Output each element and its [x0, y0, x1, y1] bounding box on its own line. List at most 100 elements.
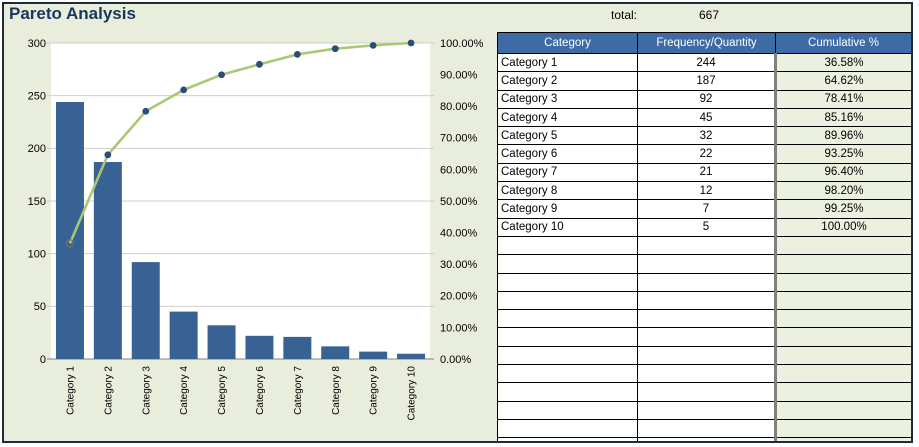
empty-cell[interactable] — [497, 309, 638, 329]
cell-cumulative[interactable]: 89.96% — [774, 126, 911, 146]
empty-cell[interactable] — [637, 400, 776, 420]
empty-cell[interactable] — [497, 254, 638, 274]
cumulative-line[interactable] — [68, 41, 412, 244]
x-axis-category-label: Category 6 — [255, 366, 266, 415]
bar-category-8[interactable] — [321, 346, 350, 359]
marker-category-5[interactable] — [218, 71, 225, 79]
empty-cell[interactable] — [497, 235, 638, 256]
empty-cell[interactable] — [774, 254, 911, 274]
empty-cell[interactable] — [637, 364, 776, 384]
empty-cell[interactable] — [774, 382, 911, 402]
bar-category-3[interactable] — [131, 262, 160, 359]
empty-cell[interactable] — [497, 345, 638, 366]
empty-cell[interactable] — [497, 272, 638, 292]
marker-category-10[interactable] — [407, 39, 415, 47]
table-header-frequency[interactable]: Frequency/Quantity — [637, 32, 776, 54]
empty-cell[interactable] — [774, 309, 911, 329]
marker-category-1[interactable] — [65, 239, 75, 248]
empty-cell[interactable] — [637, 309, 776, 329]
cell-category[interactable]: Category 6 — [497, 144, 638, 164]
empty-cell[interactable] — [497, 290, 638, 311]
cell-cumulative[interactable]: 78.41% — [774, 89, 911, 109]
bar-category-4[interactable] — [169, 311, 198, 359]
cell-cumulative[interactable]: 93.25% — [774, 144, 911, 164]
x-axis-category-label: Category 1 — [65, 366, 76, 415]
x-axis-category-label: Category 10 — [407, 366, 418, 421]
marker-category-3[interactable] — [142, 107, 150, 115]
cell-category[interactable]: Category 5 — [497, 126, 638, 146]
empty-cell[interactable] — [637, 327, 776, 347]
empty-cell[interactable] — [637, 382, 776, 402]
empty-cell[interactable] — [637, 290, 776, 311]
empty-cell[interactable] — [637, 418, 776, 439]
cell-cumulative[interactable]: 99.25% — [774, 199, 911, 219]
empty-cell[interactable] — [774, 290, 911, 311]
cell-cumulative[interactable]: 100.00% — [774, 217, 911, 237]
empty-cell[interactable] — [774, 437, 911, 441]
cell-category[interactable]: Category 4 — [497, 107, 638, 128]
table-header-category[interactable]: Category — [497, 32, 638, 54]
bar-category-7[interactable] — [283, 336, 312, 359]
cell-frequency[interactable]: 7 — [637, 199, 776, 219]
marker-category-9[interactable] — [369, 41, 377, 49]
empty-cell[interactable] — [637, 345, 776, 366]
cell-frequency[interactable]: 187 — [637, 71, 776, 91]
marker-category-7[interactable] — [293, 50, 301, 58]
bar-category-10[interactable] — [397, 353, 426, 359]
bar-category-9[interactable] — [359, 351, 388, 359]
cell-frequency[interactable]: 244 — [637, 52, 776, 73]
empty-cell[interactable] — [637, 272, 776, 292]
empty-cell[interactable] — [637, 437, 776, 441]
total-value-cell[interactable]: 667 — [698, 8, 720, 22]
cell-category[interactable]: Category 3 — [497, 89, 638, 109]
cell-frequency[interactable]: 21 — [637, 162, 776, 183]
table-row: Category 2 187 64.62% — [497, 71, 911, 91]
total-label-cell[interactable]: total: — [610, 8, 637, 22]
bar-category-2[interactable] — [93, 162, 122, 359]
cell-category[interactable]: Category 7 — [497, 162, 638, 183]
cell-cumulative[interactable]: 96.40% — [774, 162, 911, 183]
marker-category-6[interactable] — [256, 60, 263, 68]
cell-category[interactable]: Category 1 — [497, 52, 638, 73]
x-axis-category-label: Category 3 — [141, 366, 152, 415]
cell-category[interactable]: Category 10 — [497, 217, 638, 237]
marker-category-8[interactable] — [331, 45, 339, 53]
empty-cell[interactable] — [774, 364, 911, 384]
empty-cell[interactable] — [774, 327, 911, 347]
pareto-chart[interactable]: 0 50 100 150 200 250 300 0.00% 10.00% 20.00% 30.00… — [4, 30, 504, 435]
cell-frequency[interactable]: 22 — [637, 144, 776, 164]
cell-cumulative[interactable]: 36.58% — [774, 52, 911, 73]
cell-cumulative[interactable]: 85.16% — [774, 107, 911, 128]
cell-category[interactable]: Category 9 — [497, 199, 638, 219]
empty-cell[interactable] — [497, 364, 638, 384]
bar-category-5[interactable] — [207, 325, 236, 359]
cell-frequency[interactable]: 45 — [637, 107, 776, 128]
marker-category-4[interactable] — [180, 86, 188, 94]
table-header-cumulative[interactable]: Cumulative % — [775, 32, 911, 54]
cell-category[interactable]: Category 2 — [497, 71, 638, 91]
empty-cell[interactable] — [637, 235, 776, 256]
empty-cell[interactable] — [774, 235, 911, 256]
empty-cell[interactable] — [497, 382, 638, 402]
cell-cumulative[interactable]: 98.20% — [774, 181, 911, 201]
cell-frequency[interactable]: 12 — [637, 181, 776, 201]
cell-frequency[interactable]: 92 — [637, 89, 776, 109]
empty-cell[interactable] — [497, 437, 638, 441]
left-axis-tick-label: 300 — [28, 38, 46, 50]
bar-category-1[interactable] — [55, 101, 84, 359]
marker-category-2[interactable] — [104, 151, 112, 159]
empty-cell[interactable] — [774, 418, 911, 439]
empty-cell[interactable] — [497, 418, 638, 439]
empty-cell[interactable] — [774, 345, 911, 366]
empty-cell[interactable] — [637, 254, 776, 274]
empty-cell[interactable] — [774, 400, 911, 420]
empty-cell[interactable] — [497, 400, 638, 420]
empty-cell[interactable] — [774, 272, 911, 292]
cell-frequency[interactable]: 32 — [637, 126, 776, 146]
cell-frequency[interactable]: 5 — [637, 217, 776, 237]
empty-cell[interactable] — [497, 327, 638, 347]
bar-category-6[interactable] — [245, 335, 274, 359]
x-axis-category-label: Category 2 — [103, 366, 114, 415]
cell-category[interactable]: Category 8 — [497, 181, 638, 201]
cell-cumulative[interactable]: 64.62% — [774, 71, 911, 91]
